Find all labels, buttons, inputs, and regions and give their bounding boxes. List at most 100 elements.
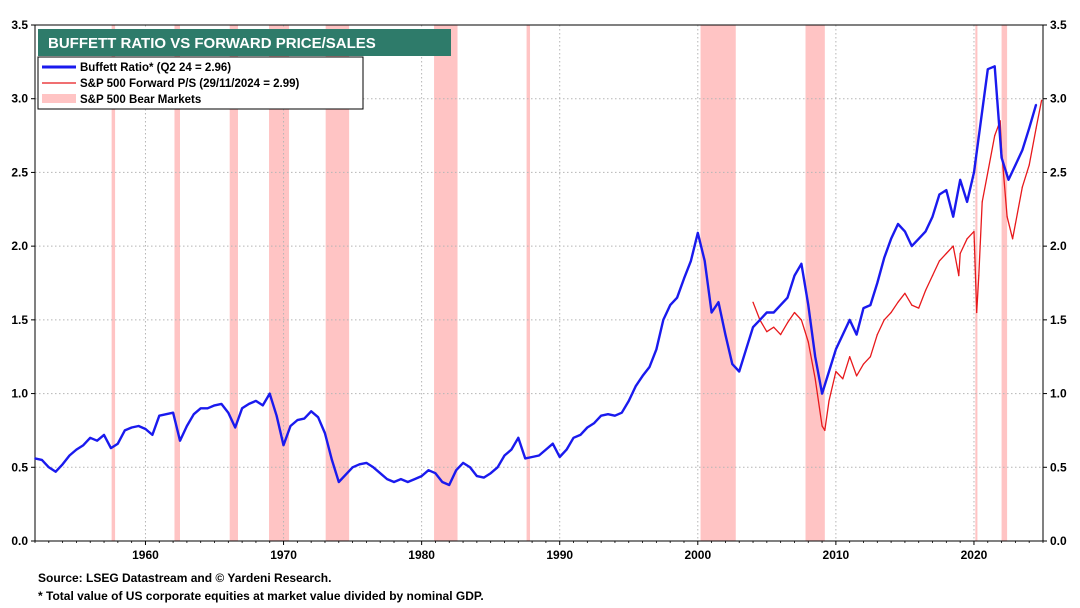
buffett-ratio-point-108 — [779, 304, 782, 306]
buffett-ratio-point-27 — [220, 403, 223, 405]
bear-market-band-4 — [325, 25, 350, 541]
forward-ps-point-38 — [987, 171, 989, 174]
buffett-ratio-point-98 — [710, 311, 713, 314]
buffett-ratio-point-2 — [48, 466, 50, 469]
y-tick-label-left-7: 3.5 — [11, 18, 28, 32]
buffett-ratio-point-48 — [365, 462, 368, 464]
buffett-ratio-point-34 — [268, 392, 271, 395]
buffett-ratio-point-89 — [648, 366, 651, 368]
buffett-ratio-point-101 — [731, 363, 734, 365]
source-note: Source: LSEG Datastream and © Yardeni Re… — [38, 571, 332, 585]
forward-ps-point-34 — [973, 230, 975, 232]
buffett-ratio-point-121 — [869, 304, 872, 306]
buffett-ratio-point-50 — [379, 472, 382, 474]
buffett-ratio-point-130 — [931, 215, 934, 218]
buffett-ratio-point-73 — [538, 454, 540, 457]
buffett-ratio-point-38 — [296, 419, 299, 421]
axis-ticks: 0.0 0.0 0.5 0.5 1.0 1.0 1.5 1.5 2.0 2.0 2.5 2.5 3.0 3… — [11, 18, 1067, 562]
y-tick-label-right-1: 0.5 — [1050, 460, 1067, 474]
buffett-ratio-point-17 — [151, 434, 154, 436]
buffett-ratio-point-10 — [103, 434, 105, 436]
legend-label-ps: S&P 500 Forward P/S (29/11/2024 = 2.99) — [80, 78, 300, 90]
buffett-ratio-point-85 — [621, 411, 623, 414]
x-tick-label-0: 1960 — [132, 548, 159, 562]
forward-ps-point-29 — [945, 252, 947, 255]
buffett-ratio-point-100 — [724, 333, 727, 336]
forward-ps-point-9 — [814, 378, 816, 380]
buffett-ratio-point-5 — [68, 454, 71, 457]
buffett-ratio-point-115 — [828, 370, 830, 373]
buffett-ratio-point-105 — [759, 319, 761, 321]
buffett-ratio-point-49 — [372, 466, 375, 469]
buffett-ratio-point-87 — [634, 385, 637, 388]
buffett-ratio-point-46 — [351, 466, 354, 469]
buffett-ratio-point-18 — [158, 414, 161, 417]
bear-market-band-9 — [975, 25, 978, 541]
x-tick-label-5: 2010 — [823, 548, 850, 562]
buffett-ratio-point-90 — [655, 348, 658, 351]
forward-ps-point-32 — [959, 252, 961, 255]
buffett-ratio-point-137 — [980, 120, 982, 122]
legend-swatch-bear — [42, 94, 76, 103]
buffett-ratio-point-24 — [199, 407, 202, 410]
buffett-ratio-point-3 — [54, 470, 57, 473]
buffett-ratio-point-36 — [282, 444, 285, 446]
buffett-ratio-point-7 — [82, 444, 85, 446]
gridlines — [35, 25, 1043, 541]
buffett-ratio-point-133 — [952, 215, 955, 218]
forward-ps-point-26 — [925, 289, 927, 291]
buffett-ratio-point-125 — [897, 223, 899, 225]
legend-label-bear: S&P 500 Bear Markets — [80, 94, 201, 106]
forward-ps-point-23 — [904, 292, 906, 294]
buffett-ratio-point-39 — [303, 417, 306, 420]
plot-frame — [34, 24, 1044, 542]
y-tick-label-left-2: 1.0 — [11, 387, 28, 401]
y-tick-label-left-0: 0.0 — [11, 534, 28, 548]
y-tick-label-right-5: 2.5 — [1050, 165, 1067, 179]
buffett-ratio-point-1 — [41, 459, 43, 461]
bear-market-band-10 — [1001, 25, 1008, 541]
buffett-ratio-point-21 — [179, 439, 181, 442]
forward-ps-point-30 — [952, 245, 954, 247]
buffett-ratio-point-92 — [669, 304, 671, 306]
buffett-ratio-point-124 — [890, 237, 892, 240]
buffett-ratio-point-135 — [966, 201, 968, 203]
buffett-ratio-point-53 — [400, 478, 402, 480]
buffett-ratio-point-66 — [489, 472, 492, 474]
buffett-ratio-point-142 — [1014, 164, 1017, 166]
bear-market-band-6 — [526, 25, 531, 541]
y-tick-label-left-3: 1.5 — [11, 313, 28, 327]
forward-ps-point-10 — [821, 425, 823, 427]
y-tick-label-right-2: 1.0 — [1050, 387, 1067, 401]
forward-ps-point-22 — [897, 301, 899, 303]
buffett-ratio-point-0 — [34, 457, 36, 460]
buffett-ratio-point-93 — [676, 296, 678, 299]
bear-market-band-8 — [805, 25, 825, 541]
buffett-ratio-point-68 — [503, 454, 506, 457]
y-tick-label-right-7: 3.5 — [1050, 18, 1067, 32]
buffett-ratio-point-91 — [662, 319, 665, 321]
buffett-ratio-point-139 — [993, 65, 996, 68]
forward-ps-point-0 — [752, 301, 754, 303]
bear-market-band-2 — [229, 25, 238, 541]
buffett-ratio-point-143 — [1021, 149, 1024, 152]
buffett-ratio-point-102 — [738, 370, 741, 373]
buffett-ratio-point-107 — [772, 311, 775, 314]
buffett-ratio-point-28 — [227, 411, 230, 414]
forward-ps-point-6 — [793, 311, 796, 314]
forward-ps-point-18 — [869, 356, 871, 358]
forward-ps-point-24 — [911, 304, 913, 306]
buffett-ratio-point-51 — [386, 478, 388, 480]
buffett-ratio-point-13 — [123, 429, 126, 432]
y-tick-label-right-3: 1.5 — [1050, 313, 1067, 327]
forward-ps-point-19 — [876, 334, 878, 336]
y-tick-label-left-6: 3.0 — [11, 92, 28, 106]
buffett-ratio-point-59 — [441, 481, 444, 483]
x-tick-label-2: 1980 — [408, 548, 435, 562]
forward-ps-point-44 — [1014, 223, 1016, 225]
buffett-ratio-point-83 — [607, 413, 609, 416]
forward-ps-point-16 — [855, 375, 858, 377]
buffett-ratio-point-78 — [572, 437, 575, 439]
buffett-ratio-point-96 — [696, 232, 699, 234]
definition-note: * Total value of US corporate equities a… — [38, 589, 484, 603]
